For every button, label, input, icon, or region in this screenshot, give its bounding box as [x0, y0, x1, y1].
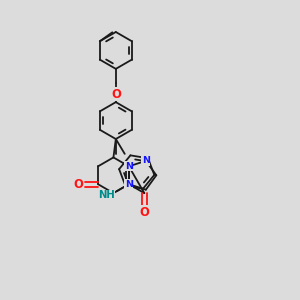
Text: N: N [125, 180, 133, 189]
Text: O: O [74, 178, 84, 191]
Text: N: N [125, 180, 133, 189]
Text: O: O [111, 88, 121, 101]
Text: O: O [140, 206, 149, 219]
Text: NH: NH [98, 190, 114, 200]
Text: N: N [142, 156, 150, 165]
Text: N: N [125, 162, 133, 171]
